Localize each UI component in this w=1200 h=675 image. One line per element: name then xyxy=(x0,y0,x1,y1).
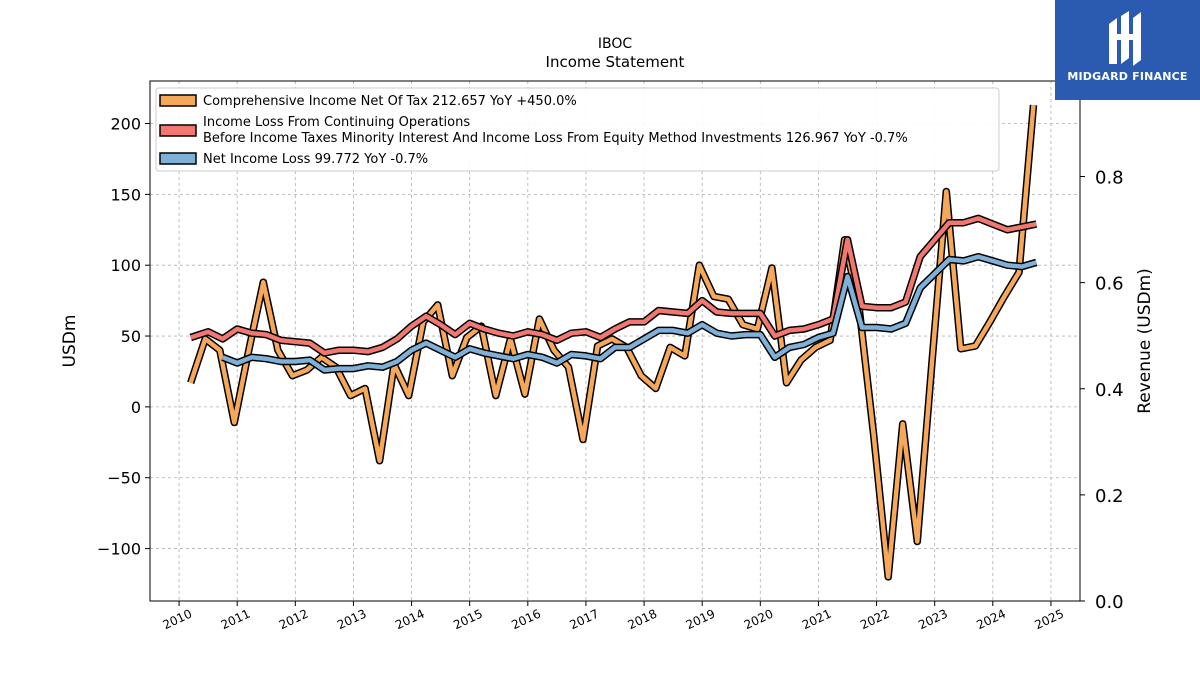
series-lines xyxy=(187,104,1038,581)
brand-name: MIDGARD FINANCE xyxy=(1067,70,1188,83)
y-tick-label: −50 xyxy=(107,469,141,488)
y2-tick-label: 0.8 xyxy=(1095,168,1124,189)
x-tick-label: 2012 xyxy=(277,607,311,633)
legend-label-pretax-income-line2: Before Income Taxes Minority Interest An… xyxy=(203,131,908,146)
pretax-income-line xyxy=(189,216,1037,356)
y-tick-label: 200 xyxy=(110,115,141,134)
legend-label-pretax-income-line1: Income Loss From Continuing Operations xyxy=(203,115,470,130)
y2-tick-label: 0.4 xyxy=(1095,380,1124,401)
chart-subtitle: Income Statement xyxy=(546,53,685,71)
y-tick-label: 50 xyxy=(121,327,141,346)
x-tick-label: 2014 xyxy=(393,607,427,633)
x-tick-label: 2020 xyxy=(742,607,776,633)
legend-swatch-pretax-income xyxy=(159,124,197,137)
legend-label-comprehensive-income: Comprehensive Income Net Of Tax 212.657 … xyxy=(203,94,577,109)
x-tick-label: 2023 xyxy=(916,607,950,633)
x-tick-label: 2021 xyxy=(800,607,834,633)
x-tick-label: 2011 xyxy=(219,607,253,633)
legend: Comprehensive Income Net Of Tax 212.657 … xyxy=(155,87,1000,172)
x-tick-label: 2024 xyxy=(974,607,1008,633)
y2-tick-label: 0.2 xyxy=(1095,486,1124,507)
chart-title: IBOC xyxy=(598,36,633,52)
y-tick-label: 150 xyxy=(110,185,141,204)
legend-box xyxy=(155,87,1000,172)
y2-tick-label: 0.0 xyxy=(1095,592,1124,613)
axes: −100 −50 0 50 100 150 200 2010 2011 2012 2013 2014 2… xyxy=(97,115,1124,633)
x-tick-label: 2025 xyxy=(1032,607,1066,633)
x-tick-label: 2017 xyxy=(567,607,601,633)
plot-frame xyxy=(149,80,1081,602)
x-tick-label: 2016 xyxy=(509,607,543,633)
x-tick-label: 2019 xyxy=(684,607,718,633)
legend-swatch-comprehensive-income xyxy=(159,94,197,107)
y2-tick-label: 0.6 xyxy=(1095,274,1124,295)
y-tick-label: 0 xyxy=(131,398,141,417)
brand-mark-icon xyxy=(1109,11,1141,66)
y-tick-label: −100 xyxy=(97,540,141,559)
brand-logo: MIDGARD FINANCE xyxy=(1055,0,1200,100)
x-tick-label: 2010 xyxy=(161,607,195,633)
net-income-line xyxy=(221,254,1038,373)
x-tick-label: 2015 xyxy=(451,607,485,633)
y-axis-label: USDm xyxy=(60,315,80,368)
legend-label-net-income: Net Income Loss 99.772 YoY -0.7% xyxy=(203,152,428,167)
comprehensive-income-line xyxy=(188,104,1036,580)
y-tick-label: 100 xyxy=(110,256,141,275)
y2-axis-label: Revenue (USDm) xyxy=(1135,268,1155,414)
x-tick-label: 2018 xyxy=(626,607,660,633)
legend-swatch-net-income xyxy=(159,152,197,165)
x-tick-label: 2022 xyxy=(858,607,892,633)
x-tick-label: 2013 xyxy=(335,607,369,633)
